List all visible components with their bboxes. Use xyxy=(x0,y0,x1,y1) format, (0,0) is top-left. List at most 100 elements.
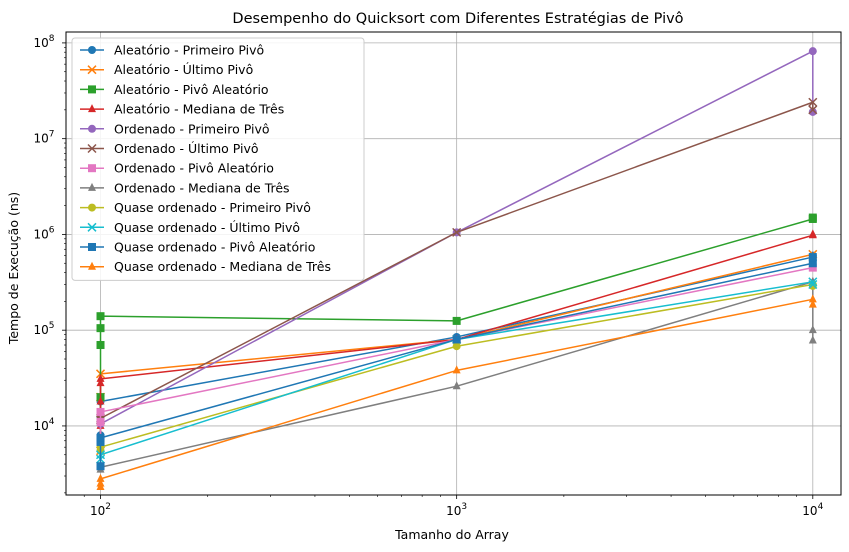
marker-stroke xyxy=(808,279,818,290)
legend-label: Aleatório - Primeiro Pivô xyxy=(114,43,264,58)
y-tick-label: 105 xyxy=(33,321,54,337)
y-tick-label: 108 xyxy=(33,34,54,50)
legend-item: Quase ordenado - Último Pivô xyxy=(80,220,300,235)
data-point xyxy=(96,473,105,482)
legend-marker xyxy=(88,46,96,54)
data-point xyxy=(808,97,818,107)
data-point xyxy=(808,263,817,272)
x-tick-exponent: 4 xyxy=(818,502,824,512)
marker-stroke xyxy=(452,227,462,237)
series-12 xyxy=(96,294,817,491)
legend-label: Quase ordenado - Pivô Aleatório xyxy=(114,240,315,255)
y-tick-exponent: 8 xyxy=(49,34,55,44)
legend-label: Quase ordenado - Mediana de Três xyxy=(114,259,331,274)
legend-item: Quase ordenado - Primeiro Pivô xyxy=(80,200,311,215)
legend-label: Aleatório - Mediana de Três xyxy=(114,102,284,117)
legend-marker xyxy=(88,104,96,113)
marker-stroke xyxy=(808,105,818,115)
legend-box xyxy=(71,37,365,281)
legend-marker xyxy=(88,243,96,251)
x-tick-label: 104 xyxy=(802,502,823,518)
y-tick-exponent: 7 xyxy=(49,130,55,140)
series-layer xyxy=(95,47,818,491)
data-point xyxy=(96,341,105,350)
data-point xyxy=(452,381,461,390)
data-point xyxy=(96,324,105,333)
data-point xyxy=(808,299,817,308)
data-point xyxy=(96,407,105,416)
legend-label: Quase ordenado - Último Pivô xyxy=(114,220,300,235)
y-tick-label: 107 xyxy=(33,130,54,146)
legend-marker xyxy=(87,143,97,154)
legend-marker xyxy=(88,164,96,173)
data-point xyxy=(808,259,817,268)
x-tick-exponent: 2 xyxy=(105,502,111,512)
x-tick-label: 102 xyxy=(90,502,111,518)
data-point xyxy=(452,342,461,351)
y-tick-exponent: 6 xyxy=(49,225,55,235)
legend-item: Aleatório - Mediana de Três xyxy=(80,102,284,117)
data-point xyxy=(452,365,461,374)
marker-stroke xyxy=(808,97,818,107)
marker-stroke xyxy=(808,277,818,287)
data-point xyxy=(96,373,105,382)
legend-label: Quase ordenado - Primeiro Pivô xyxy=(114,200,311,215)
legend-item: Quase ordenado - Mediana de Três xyxy=(80,259,331,274)
series-11 xyxy=(96,253,817,471)
data-point xyxy=(96,478,105,487)
data-point xyxy=(96,378,105,387)
data-point xyxy=(452,316,461,325)
x-axis-label: Tamanho do Array xyxy=(394,527,509,542)
legend-item: Ordenado - Mediana de Três xyxy=(80,180,290,195)
data-point xyxy=(808,277,818,287)
legend-label: Ordenado - Último Pivô xyxy=(114,141,259,156)
data-point xyxy=(808,294,817,303)
legend-label: Ordenado - Pivô Aleatório xyxy=(114,161,274,176)
legend-marker xyxy=(88,182,96,191)
chart-title: Desempenho do Quicksort com Diferentes E… xyxy=(232,11,683,27)
legend-label: Ordenado - Primeiro Pivô xyxy=(114,121,270,136)
legend-marker xyxy=(87,222,97,232)
y-tick-label: 106 xyxy=(33,225,54,241)
legend-label: Aleatório - Último Pivô xyxy=(114,62,253,77)
data-point xyxy=(808,107,817,116)
y-tick-label: 104 xyxy=(33,417,54,433)
legend-item: Ordenado - Pivô Aleatório xyxy=(80,161,274,176)
data-point xyxy=(96,462,105,471)
legend: Aleatório - Primeiro Pivô Aleatório - Últ… xyxy=(71,37,365,281)
data-point xyxy=(808,253,817,262)
legend-item: Ordenado - Primeiro Pivô xyxy=(80,121,270,136)
data-point xyxy=(96,312,105,321)
legend-item: Aleatório - Último Pivô xyxy=(80,62,253,77)
data-point xyxy=(96,417,105,426)
legend-marker xyxy=(87,65,97,75)
data-point xyxy=(452,227,462,237)
marker-stroke xyxy=(87,222,97,232)
y-tick-exponent: 5 xyxy=(49,321,55,331)
legend-label: Ordenado - Mediana de Três xyxy=(114,180,290,195)
legend-item: Ordenado - Último Pivô xyxy=(80,141,259,156)
legend-marker xyxy=(88,124,96,133)
data-point xyxy=(96,437,105,446)
legend-label: Aleatório - Pivô Aleatório xyxy=(114,82,269,97)
data-point xyxy=(452,335,461,344)
x-tick-exponent: 3 xyxy=(461,502,467,512)
marker-stroke xyxy=(87,143,97,154)
data-point xyxy=(96,396,105,405)
data-point xyxy=(808,105,818,115)
data-point xyxy=(96,433,105,442)
legend-item: Aleatório - Pivô Aleatório xyxy=(80,82,269,97)
data-point xyxy=(808,279,818,290)
data-point xyxy=(808,335,817,344)
legend-item: Aleatório - Primeiro Pivô xyxy=(80,43,264,58)
data-point xyxy=(808,213,817,222)
data-point xyxy=(808,47,817,56)
marker-stroke xyxy=(87,65,97,75)
legend-item: Quase ordenado - Pivô Aleatório xyxy=(80,240,315,255)
legend-marker xyxy=(88,203,96,212)
y-tick-exponent: 4 xyxy=(49,417,55,427)
legend-marker xyxy=(88,85,96,94)
x-tick-label: 103 xyxy=(446,502,467,518)
data-point xyxy=(808,229,817,238)
